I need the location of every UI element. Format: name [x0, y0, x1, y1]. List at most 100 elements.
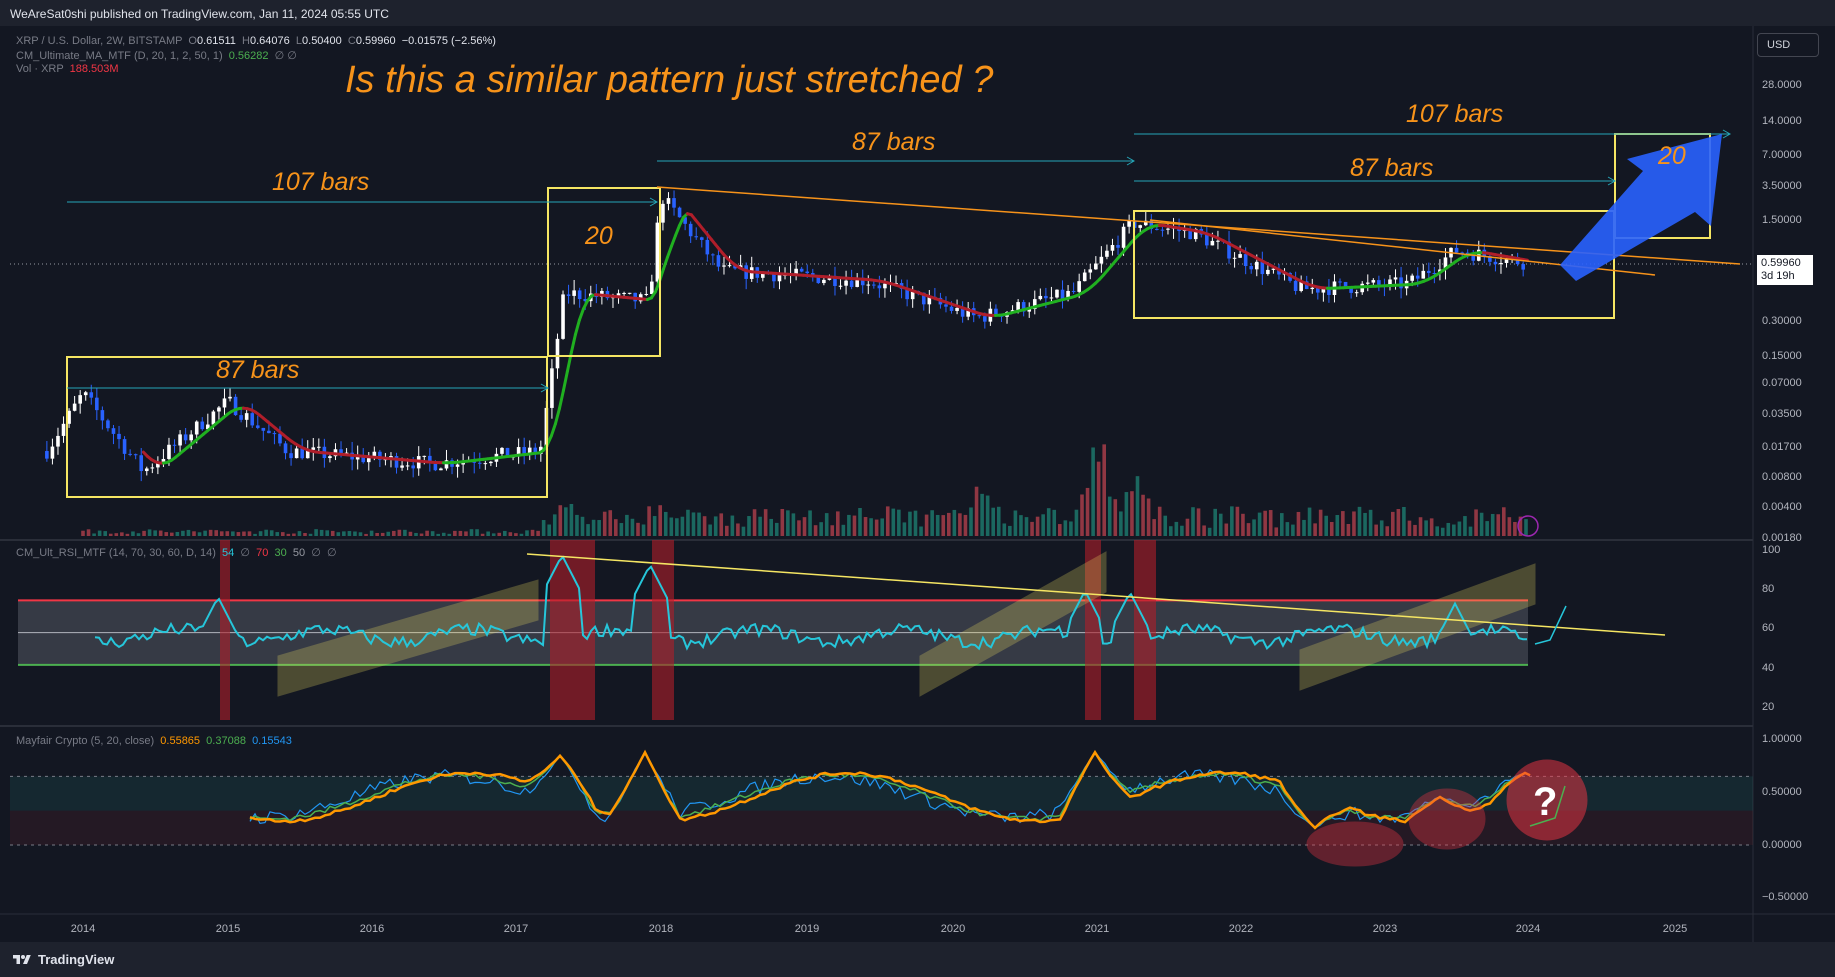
candle-body [1232, 257, 1237, 259]
volume-bar [702, 516, 707, 536]
currency-button[interactable]: USD [1757, 33, 1819, 57]
volume-bar [791, 513, 796, 536]
candle-body [1254, 261, 1259, 270]
candle-body [261, 427, 266, 431]
volume-bar [164, 532, 169, 536]
candle-body [1032, 299, 1037, 309]
candle-body [572, 290, 576, 296]
candle-body [372, 451, 377, 459]
volume-bar [1424, 520, 1428, 536]
candle-body [1205, 234, 1209, 246]
candle-body [960, 307, 965, 317]
candle-body [61, 423, 66, 436]
footer-brand[interactable]: TradingView [38, 952, 115, 967]
candle-body [344, 452, 349, 454]
volume-bar [625, 514, 629, 536]
rsi-channel [1299, 563, 1536, 691]
volume-bar [547, 524, 551, 536]
candle-body [1121, 226, 1126, 248]
mayfair-orange-line [249, 749, 1531, 830]
volume-bar [1379, 520, 1384, 536]
candle-body [522, 447, 526, 454]
rsi-value-0: 54 [222, 547, 235, 559]
candle-body [111, 428, 116, 434]
candle-body [228, 396, 232, 399]
publisher-text: WeAreSat0shi published on TradingView.co… [10, 7, 389, 21]
time-tick-label: 2017 [504, 923, 528, 935]
volume-bar [1157, 506, 1162, 536]
volume-bar [153, 530, 157, 536]
candle-body [339, 449, 343, 454]
volume-bar [963, 514, 968, 536]
drawing-annotations[interactable]: Is this a similar pattern just stretched… [66, 59, 1741, 827]
volume-bar [231, 531, 235, 536]
volume-bar [353, 531, 357, 536]
candle-body [1499, 262, 1503, 265]
time-tick-label: 2021 [1085, 923, 1109, 935]
volume-bar [1418, 517, 1423, 536]
time-tick-label: 2023 [1373, 923, 1397, 935]
volume-bar [425, 530, 429, 536]
price-tick-label: 7.00000 [1762, 149, 1802, 161]
candle-body [1160, 229, 1165, 231]
volume-bar [1513, 521, 1517, 536]
rsi-trendline [526, 553, 1666, 636]
volume-bar [1507, 517, 1512, 536]
time-tick-label: 2014 [71, 923, 95, 935]
volume-name: Vol · XRP [16, 63, 64, 75]
candle-body [1116, 245, 1120, 248]
candle-body [583, 299, 588, 302]
volume-bar [874, 519, 879, 536]
candle-body [1410, 275, 1414, 281]
candle-body [733, 265, 737, 269]
candle-body [222, 398, 227, 408]
candle-body [1266, 269, 1270, 275]
volume-bar [519, 533, 524, 536]
candle-body [272, 433, 277, 435]
rsi-tick-label: 80 [1762, 583, 1774, 595]
volume-bar [686, 509, 690, 536]
headline-text: Is this a similar pattern just stretched… [345, 59, 994, 101]
rsi-overbought-zone [550, 540, 595, 720]
volume-bar [1479, 512, 1484, 536]
candle-body [1127, 220, 1131, 227]
candle-body [966, 308, 970, 317]
volume-bar [1202, 525, 1206, 536]
volume-bar [597, 520, 601, 536]
volume-bar [292, 533, 296, 536]
volume-bar [1374, 524, 1378, 536]
volume-bar [1268, 510, 1273, 536]
candle-body [294, 448, 299, 459]
volume-bar [403, 529, 407, 536]
volume-bar [614, 519, 618, 536]
volume-bar [552, 514, 557, 536]
tradingview-logo-icon[interactable] [12, 953, 32, 967]
candle-body [838, 285, 843, 287]
candle-body [411, 465, 415, 469]
volume-bar [719, 513, 724, 536]
volume-bar [1368, 509, 1373, 536]
volume-bar [658, 505, 662, 536]
candle-body [1188, 229, 1192, 240]
chart-canvas[interactable]: Is this a similar pattern just stretched… [0, 26, 1835, 942]
candle-body [1166, 228, 1170, 230]
volume-bar [996, 506, 1001, 536]
rsi-value-3: 30 [274, 547, 287, 559]
mayfair-tick-label: 0.50000 [1762, 786, 1802, 798]
volume-bar [1152, 519, 1156, 536]
candle-body [894, 283, 898, 285]
mayfair-pane [10, 749, 1753, 867]
volume-bar [1307, 507, 1312, 536]
volume-bar [852, 515, 857, 536]
volume-bar [181, 530, 185, 536]
candle-body [1055, 289, 1059, 298]
candle-body [1521, 264, 1525, 270]
volume-bar [1224, 523, 1229, 536]
ma-segment [545, 434, 553, 446]
mayfair-highlight [1408, 788, 1486, 850]
volume-bars [81, 444, 1528, 536]
pane-separators [0, 26, 1835, 942]
last-price-tag: 0.59960 3d 19h [1757, 255, 1813, 285]
volume-bar [375, 532, 379, 536]
mayfair-value-2: 0.15543 [252, 735, 292, 747]
